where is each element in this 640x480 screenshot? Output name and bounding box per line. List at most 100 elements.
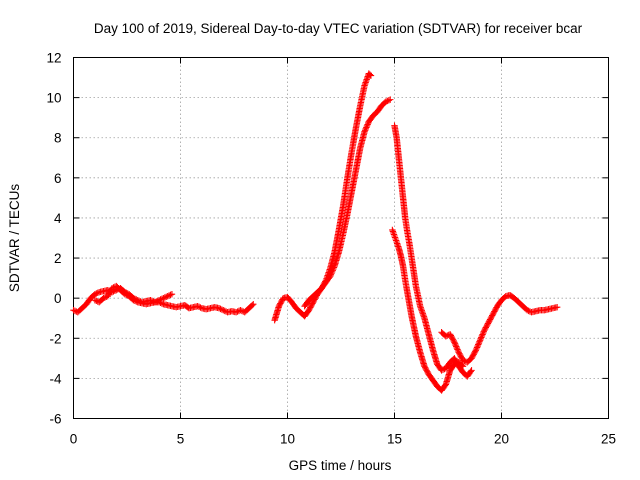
data-point — [478, 332, 486, 340]
series-arc-d — [301, 96, 394, 310]
data-point — [220, 307, 227, 314]
data-point — [438, 367, 445, 374]
data-point — [384, 97, 391, 105]
data-point — [363, 122, 371, 130]
data-point — [442, 333, 450, 340]
data-point — [525, 307, 532, 315]
y-tick-label: 12 — [46, 51, 61, 66]
data-point — [101, 294, 109, 301]
plot-frame — [73, 57, 609, 419]
data-point — [471, 348, 479, 355]
data-point — [327, 272, 334, 280]
data-point — [362, 125, 369, 133]
data-point — [167, 291, 174, 299]
data-point — [91, 290, 99, 298]
data-point — [330, 265, 337, 273]
data-point — [451, 339, 458, 346]
data-point — [523, 307, 531, 314]
series-arc-f — [389, 226, 467, 394]
data-point — [553, 303, 561, 311]
data-point — [232, 309, 240, 316]
y-tick-label: 8 — [54, 131, 62, 146]
data-point — [453, 343, 460, 350]
y-tick-label: -4 — [49, 371, 61, 386]
data-point — [367, 72, 375, 79]
data-point — [450, 337, 457, 345]
data-point — [93, 290, 100, 297]
data-point — [195, 303, 203, 311]
data-point — [454, 346, 461, 353]
series-arc-e — [391, 122, 475, 380]
data-point — [218, 306, 226, 313]
data-point — [475, 341, 482, 348]
chart-title: Day 100 of 2019, Sidereal Day-to-day VTE… — [94, 21, 583, 36]
data-point — [387, 96, 394, 103]
x-tick-label: 15 — [387, 432, 402, 447]
y-tick-label: 0 — [54, 291, 62, 306]
axis-ticks: 0 5 10 15 20 25 -6 -4 -2 0 2 4 6 8 10 12 — [46, 51, 616, 447]
data-point — [327, 271, 335, 278]
data-point — [237, 307, 244, 314]
data-point — [168, 290, 176, 298]
data-point — [439, 366, 447, 373]
data-point — [133, 298, 140, 305]
data-point — [475, 339, 483, 347]
data-point — [451, 361, 458, 368]
data-point — [155, 298, 163, 306]
data-point — [476, 338, 483, 345]
data-point — [382, 98, 390, 105]
data-point — [248, 301, 256, 309]
data-point — [121, 290, 129, 298]
data-point — [459, 363, 467, 370]
data-point — [467, 368, 474, 375]
data-point — [100, 294, 107, 302]
series-arc-g — [438, 291, 561, 366]
data-point — [474, 342, 481, 350]
data-point — [70, 307, 77, 314]
data-point — [361, 127, 369, 134]
data-point — [163, 293, 170, 301]
data-point — [472, 347, 480, 354]
data-point — [477, 335, 484, 343]
x-tick-label: 20 — [494, 432, 509, 447]
y-tick-label: 6 — [54, 171, 62, 186]
data-point — [473, 344, 481, 351]
data-point — [468, 367, 475, 374]
data-point — [234, 308, 241, 315]
data-point — [478, 334, 485, 341]
data-point — [123, 291, 130, 299]
data-point — [215, 304, 223, 312]
data-point — [454, 347, 462, 355]
data-point — [452, 341, 459, 349]
x-tick-label: 5 — [177, 432, 185, 447]
x-tick-label: 25 — [601, 432, 616, 447]
data-marks — [70, 70, 561, 394]
data-point — [157, 299, 164, 307]
y-tick-label: -2 — [49, 331, 61, 346]
data-point — [361, 128, 368, 135]
data-point — [250, 300, 257, 308]
data-point — [476, 337, 484, 344]
data-point — [197, 304, 204, 311]
data-point — [363, 124, 370, 131]
data-point — [164, 292, 171, 300]
data-point — [458, 362, 466, 369]
data-point — [221, 307, 228, 315]
data-point — [366, 71, 374, 78]
x-tick-label: 10 — [280, 432, 295, 447]
data-point — [451, 340, 459, 347]
y-tick-label: 4 — [54, 211, 62, 226]
data-point — [131, 297, 139, 305]
data-point — [161, 294, 169, 301]
data-point — [194, 302, 201, 310]
data-point — [160, 294, 167, 302]
data-point — [94, 289, 101, 297]
x-axis-label: GPS time / hours — [289, 458, 392, 473]
data-point — [165, 292, 173, 299]
data-point — [330, 264, 338, 271]
data-point — [364, 121, 371, 128]
data-point — [479, 329, 487, 337]
data-point — [328, 270, 335, 277]
y-axis-label: SDTVAR / TECUs — [7, 184, 22, 293]
